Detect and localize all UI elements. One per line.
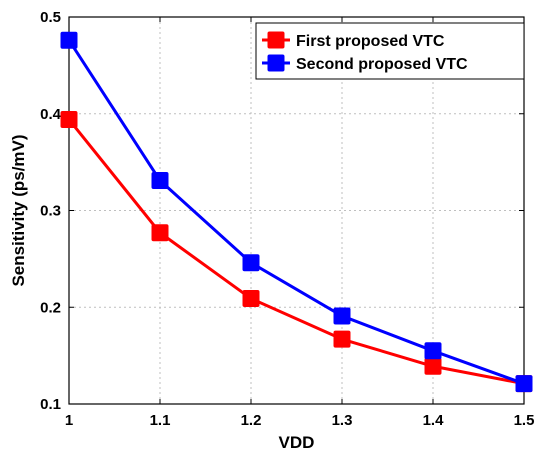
data-point <box>424 357 442 375</box>
series-line <box>67 118 525 386</box>
data-point <box>151 224 169 242</box>
y-tick-label: 0.2 <box>40 299 61 316</box>
series <box>60 31 533 393</box>
y-tick-label: 0.1 <box>40 396 61 413</box>
x-tick-label: 1.3 <box>332 412 353 429</box>
x-tick-label: 1.2 <box>241 412 262 429</box>
series-2 <box>60 31 533 393</box>
legend-label: First proposed VTC <box>296 33 445 50</box>
y-tick-label: 0.3 <box>40 203 61 220</box>
legend-swatch-marker <box>267 54 285 72</box>
data-point <box>242 254 260 272</box>
data-point <box>242 290 260 308</box>
data-point <box>333 307 351 325</box>
y-axis-label: Sensitivity (ps/mV) <box>9 134 28 286</box>
legend-item: First proposed VTC <box>262 31 445 50</box>
series-line <box>67 39 525 386</box>
y-axis: 0.1 0.2 0.3 0.4 0.5 <box>40 9 524 413</box>
series-1 <box>60 111 533 393</box>
data-point <box>515 375 533 393</box>
x-tick-label: 1.1 <box>150 412 171 429</box>
legend-swatch-marker <box>267 31 285 49</box>
data-point <box>60 31 78 49</box>
legend-label: Second proposed VTC <box>296 56 468 73</box>
x-tick-label: 1.5 <box>514 412 535 429</box>
y-tick-label: 0.5 <box>40 9 61 26</box>
x-tick-label: 1 <box>65 412 73 429</box>
grid <box>69 17 524 404</box>
legend-box <box>255 22 525 80</box>
legend-item: Second proposed VTC <box>262 54 468 73</box>
data-point <box>151 172 169 190</box>
x-axis-label: VDD <box>279 433 315 452</box>
y-tick-label: 0.4 <box>40 106 62 123</box>
data-point <box>60 111 78 129</box>
data-point <box>333 330 351 348</box>
x-tick-label: 1.4 <box>423 412 445 429</box>
legend: First proposed VTC Second proposed VTC <box>255 22 525 80</box>
x-axis: 1 1.1 1.2 1.3 1.4 1.5 <box>65 17 535 429</box>
data-point <box>424 342 442 360</box>
